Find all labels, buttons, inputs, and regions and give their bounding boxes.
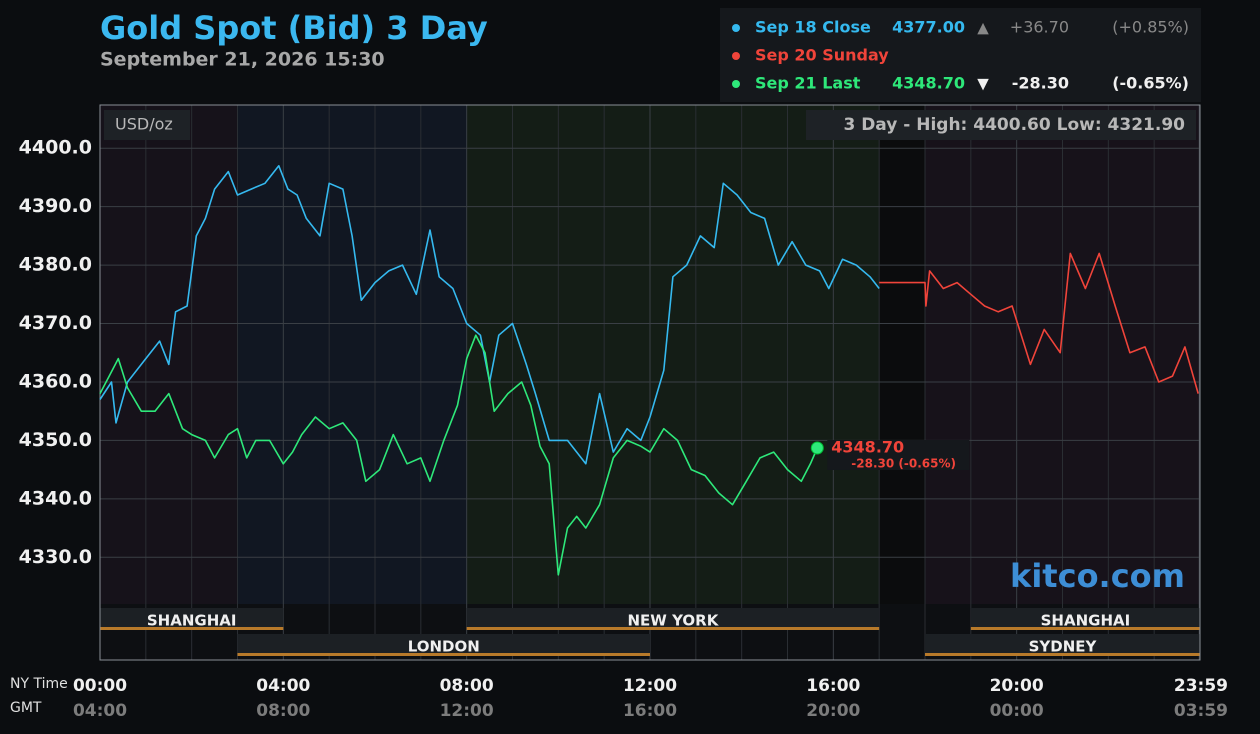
x-tick-label: 23:59	[1174, 676, 1228, 696]
x2-tick-label: 16:00	[623, 701, 677, 721]
legend-percent: (-0.65%)	[1112, 74, 1189, 93]
session-bar	[466, 627, 880, 630]
range-label: 3 Day - High: 4400.60 Low: 4321.90	[843, 115, 1185, 135]
session-label: SHANGHAI	[147, 612, 237, 630]
legend-name: Sep 20 Sunday	[755, 46, 889, 65]
legend-change: +36.70	[1010, 18, 1069, 37]
unit-label: USD/oz	[115, 115, 173, 134]
unit-box	[104, 110, 190, 140]
session-bar	[237, 653, 650, 656]
x2-tick-label: 03:59	[1174, 701, 1228, 721]
session-box	[925, 634, 1200, 656]
session-bar	[970, 627, 1200, 630]
chart-subtitle: September 21, 2026 15:30	[100, 49, 385, 71]
x2-tick-label: 00:00	[990, 701, 1044, 721]
session-box	[466, 608, 880, 630]
x-tick-label: 08:00	[440, 676, 494, 696]
session-shading	[100, 105, 238, 604]
session-bar	[100, 627, 284, 630]
legend-change: -28.30	[1012, 74, 1069, 93]
watermark: kitco.com	[1010, 557, 1185, 595]
y-tick-label: 4360.0	[19, 370, 92, 392]
series-line	[99, 165, 880, 465]
y-tick-label: 4400.0	[19, 137, 92, 159]
x2-tick-label: 08:00	[256, 701, 310, 721]
x2-tick-label: 04:00	[73, 701, 127, 721]
legend-dot	[732, 52, 740, 60]
series-line	[99, 334, 819, 576]
x-tick-label: 16:00	[806, 676, 860, 696]
session-label: NEW YORK	[628, 612, 720, 630]
legend-arrow: ▲	[977, 19, 989, 37]
session-shading	[879, 105, 925, 604]
session-label: SYDNEY	[1029, 638, 1098, 656]
range-box	[806, 110, 1196, 140]
x-tick-label: 04:00	[256, 676, 310, 696]
session-label: LONDON	[408, 638, 480, 656]
session-shading	[466, 105, 880, 604]
session-bar	[925, 653, 1200, 656]
y-tick-label: 4370.0	[19, 312, 92, 334]
x-tick-label: 12:00	[623, 676, 677, 696]
y-tick-label: 4340.0	[19, 487, 92, 509]
y-tick-label: 4390.0	[19, 195, 92, 217]
x2-tick-label: 20:00	[806, 701, 860, 721]
session-box	[970, 608, 1200, 630]
legend-price: 4377.00	[892, 18, 965, 37]
session-label: SHANGHAI	[1041, 612, 1131, 630]
last-value: 4348.70	[831, 437, 904, 456]
series-line	[879, 252, 1199, 394]
x-tick-label: 20:00	[990, 676, 1044, 696]
y-tick-label: 4350.0	[19, 429, 92, 451]
session-shading	[237, 105, 467, 604]
last-change: -28.30 (-0.65%)	[851, 456, 956, 470]
chart-title: Gold Spot (Bid) 3 Day	[100, 9, 488, 47]
x2-tick-label: 12:00	[440, 701, 494, 721]
session-box	[100, 608, 284, 630]
legend-percent: (+0.85%)	[1112, 18, 1189, 37]
plot-border	[99, 104, 1201, 661]
legend-price: 4348.70	[892, 74, 965, 93]
y-tick-label: 4330.0	[19, 546, 92, 568]
y-tick-label: 4380.0	[19, 254, 92, 276]
legend-name: Sep 18 Close	[755, 18, 871, 37]
last-box	[827, 439, 970, 470]
last-point	[810, 441, 824, 455]
legend-arrow: ▼	[977, 75, 989, 93]
x-row-label: NY Time	[10, 676, 68, 692]
legend-dot	[732, 24, 740, 32]
x2-row-label: GMT	[10, 700, 42, 716]
legend-dot	[732, 80, 740, 88]
legend-box	[720, 8, 1201, 102]
x-tick-label: 00:00	[73, 676, 127, 696]
session-box	[237, 634, 650, 656]
legend-name: Sep 21 Last	[755, 74, 861, 93]
